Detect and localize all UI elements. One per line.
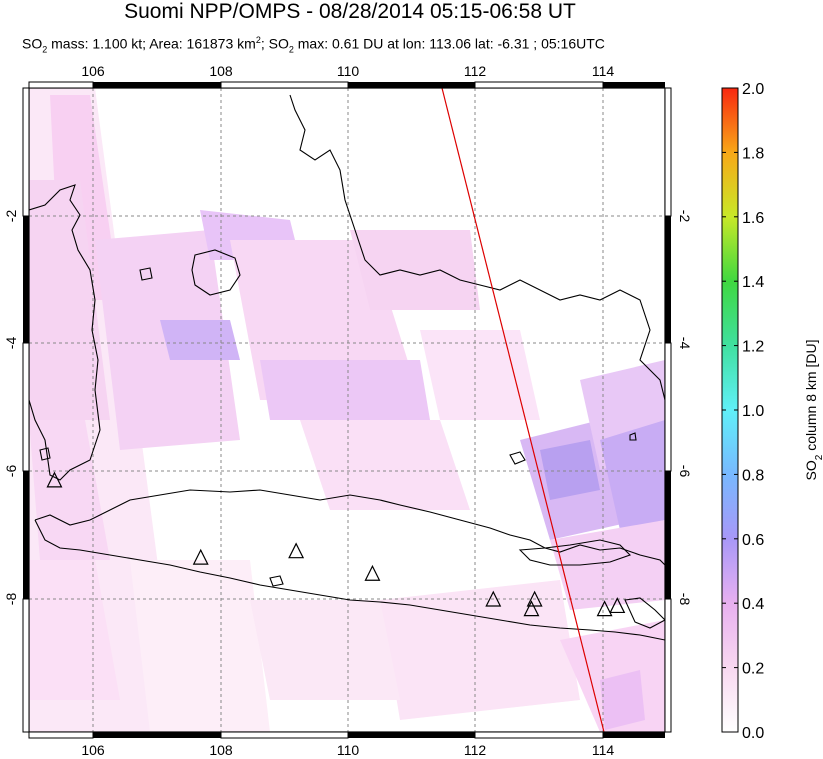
volcano-marker-8 (609, 597, 626, 614)
lon-labels-bottom: 106 108 110 112 114 (81, 742, 614, 758)
lat-label-right-6: -6 (677, 465, 693, 478)
colorbar-tick-label-4: 0.8 (742, 467, 764, 484)
lon-label-top-110: 110 (337, 63, 360, 79)
lon-label-top-106: 106 (81, 63, 105, 79)
volcano-marker-1 (192, 548, 209, 565)
lon-label-bottom-106: 106 (81, 742, 105, 758)
colorbar-tick-label-8: 1.6 (742, 210, 764, 227)
colorbar-tick-label-3: 0.6 (742, 532, 764, 549)
map-area (22, 81, 672, 739)
graticule (29, 88, 665, 732)
lat-label-left-4: -4 (3, 337, 19, 350)
lat-labels-left: -2 -4 -6 -8 (3, 210, 19, 606)
lon-label-top-112: 112 (464, 63, 487, 79)
map-title: Suomi NPP/OMPS - 08/28/2014 05:15-06:58 … (124, 0, 576, 23)
volcano-markers (46, 471, 626, 617)
colorbar-tick-label-0: 0.0 (742, 725, 764, 742)
colorbar-label: SO2 column 8 km [DU] (803, 340, 823, 481)
lon-label-top-108: 108 (209, 63, 233, 79)
lat-label-left-2: -2 (3, 210, 19, 223)
map-border-bars (22, 81, 672, 739)
colorbar-ticks: 0.0 0.2 0.4 0.6 0.8 1.0 1.2 1.4 1.6 1.8 2.0 (722, 81, 764, 742)
lon-label-bottom-114: 114 (592, 742, 615, 758)
volcano-marker-7 (596, 600, 613, 617)
colorbar-tick-label-10: 2.0 (742, 81, 764, 98)
volcano-marker-2 (288, 542, 305, 559)
lon-label-bottom-108: 108 (209, 742, 233, 758)
lat-label-left-8: -8 (3, 593, 19, 606)
colorbar-tick-label-5: 1.0 (742, 403, 764, 420)
lat-label-right-4: -4 (677, 337, 693, 350)
so2-swaths (29, 88, 665, 732)
lat-labels-right: -2 -4 -6 -8 (677, 210, 693, 606)
volcano-marker-3 (364, 564, 381, 581)
volcano-marker-0 (46, 471, 63, 488)
lon-label-bottom-112: 112 (464, 742, 487, 758)
volcano-marker-6 (523, 600, 540, 617)
colorbar-tick-label-6: 1.2 (742, 339, 764, 356)
lat-label-right-8: -8 (677, 593, 693, 606)
volcano-marker-4 (485, 590, 502, 607)
orbit-track-line (441, 87, 605, 733)
coastlines (29, 94, 665, 641)
colorbar-tick-label-7: 1.4 (742, 274, 764, 291)
volcano-marker-5 (526, 590, 543, 607)
colorbar: 0.0 0.2 0.4 0.6 0.8 1.0 1.2 1.4 1.6 1.8 2.0 SO2 co… (721, 81, 823, 742)
colorbar-tick-label-9: 1.8 (742, 145, 764, 162)
lon-label-top-114: 114 (592, 63, 615, 79)
lat-label-right-2: -2 (677, 210, 693, 223)
colorbar-tick-label-1: 0.2 (742, 661, 764, 678)
colorbar-tick-label-2: 0.4 (742, 596, 764, 613)
lon-labels-top: 106 108 110 112 114 (81, 63, 614, 79)
map-subtitle: SO2 mass: 1.100 kt; Area: 161873 km2; SO… (22, 35, 605, 55)
lat-label-left-6: -6 (3, 465, 19, 478)
lon-label-bottom-110: 110 (337, 742, 360, 758)
